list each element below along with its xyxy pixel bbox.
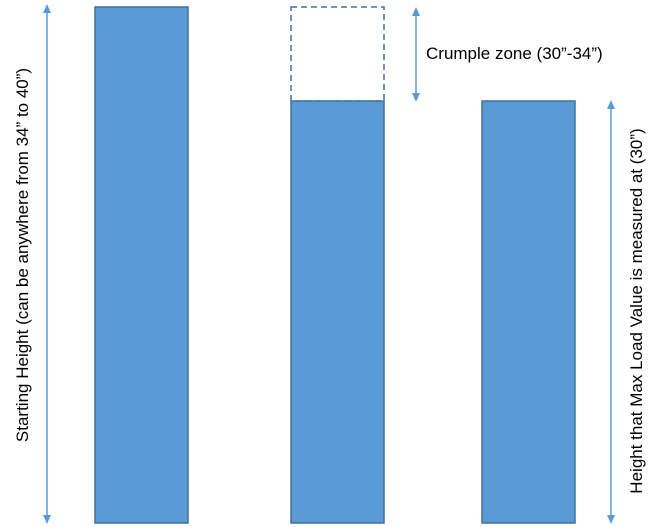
starting-height-arrow: [43, 4, 51, 524]
bar-compressed: [290, 100, 385, 524]
starting-height-label: Starting Height (can be anywhere from 34…: [13, 68, 32, 442]
crumple-zone-arrow: [412, 7, 420, 102]
bar-measured: [481, 100, 576, 524]
measured-height-label: Height that Max Load Value is measured a…: [627, 128, 646, 493]
crumple-zone-label: Crumple zone (30”-34”): [426, 44, 603, 63]
bar-starting: [94, 6, 189, 524]
measured-height-arrow: [607, 100, 615, 524]
crumple-zone-outline: [290, 6, 385, 102]
